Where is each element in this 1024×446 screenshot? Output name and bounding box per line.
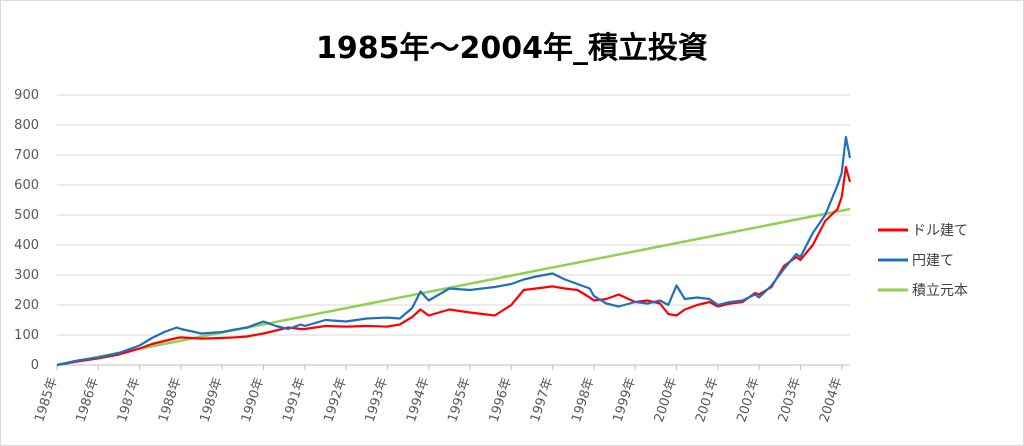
legend-item: ドル建て [878,223,968,239]
legend-item: 積立元本 [878,283,968,299]
legend-label: ドル建て [912,223,968,239]
series-line-1 [56,135,852,367]
series-lines [56,135,852,367]
y-tick-label: 900 [14,88,39,103]
y-tick-label: 800 [14,118,39,133]
legend-item: 円建て [878,253,954,269]
chart-title: 1985年～2004年_積立投資 [316,31,708,66]
y-tick-label: 500 [14,208,39,223]
y-tick-label: 100 [14,328,39,343]
legend-label: 積立元本 [912,283,968,299]
y-tick-label: 400 [14,238,39,253]
gridlines [57,94,850,366]
legend-label: 円建て [912,253,954,269]
y-tick-label: 200 [14,298,39,313]
y-tick-label: 300 [14,268,39,283]
y-tick-label: 700 [14,148,39,163]
y-tick-label: 0 [31,358,39,373]
series-line-0 [56,165,852,367]
series-line-2 [56,207,851,367]
y-tick-label: 600 [14,178,39,193]
y-axis-ticks: 0 100 200 300 400 500 600 700 800 900 [14,88,39,373]
